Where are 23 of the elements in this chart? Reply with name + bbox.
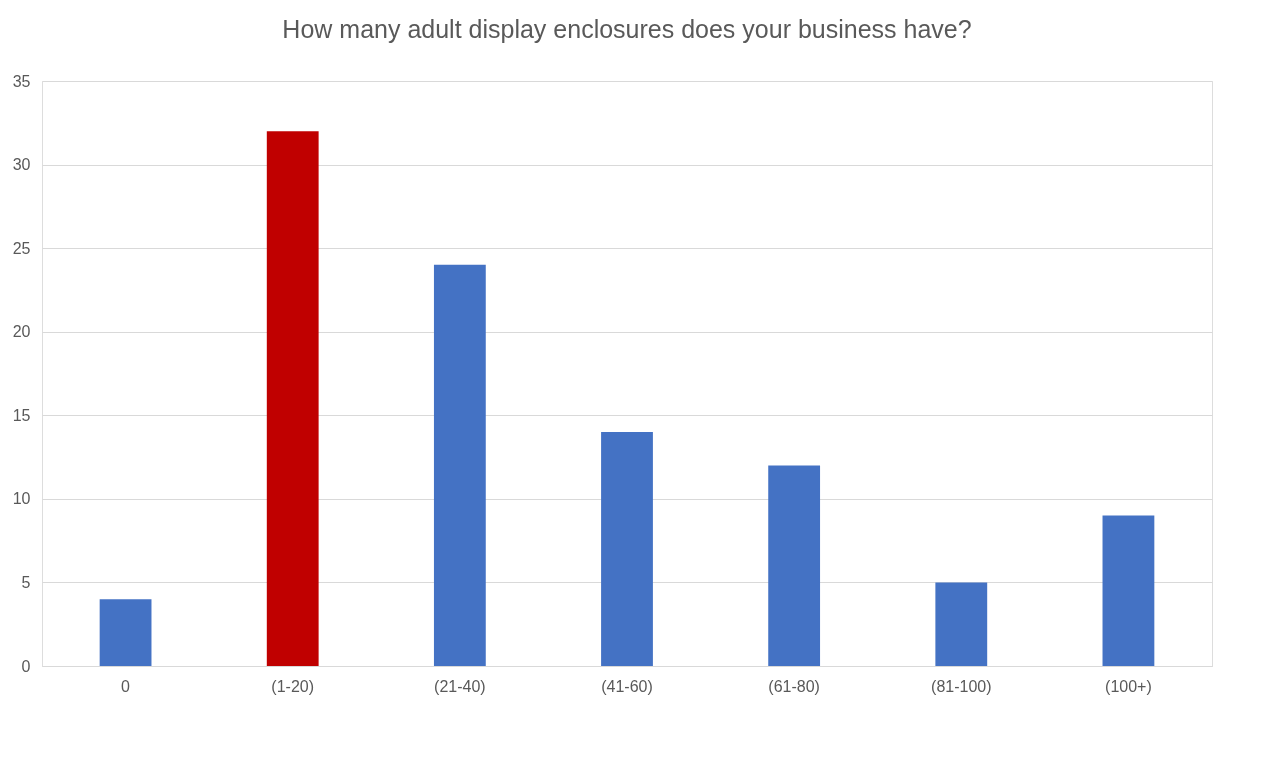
y-tick-label: 20	[12, 323, 31, 341]
chart-title: How many adult display enclosures does your business have?	[282, 15, 972, 43]
x-tick-label: (81-100)	[931, 677, 992, 695]
y-tick-label: 0	[21, 657, 31, 675]
x-tick-label: 0	[121, 677, 131, 695]
y-tick-label: 30	[12, 156, 31, 174]
x-tick-label: (41-60)	[601, 677, 653, 695]
bar	[1102, 515, 1155, 666]
bar	[433, 264, 486, 666]
bar	[768, 465, 821, 666]
y-tick-label: 25	[12, 239, 31, 257]
bar	[99, 599, 152, 666]
x-tick-label: (21-40)	[434, 677, 486, 695]
x-tick-label: (61-80)	[768, 677, 820, 695]
y-tick-label: 35	[12, 72, 31, 90]
bar	[601, 432, 653, 666]
y-tick-label: 15	[12, 406, 31, 424]
y-tick-label: 10	[12, 490, 31, 508]
y-tick-label: 5	[21, 573, 31, 591]
bar	[935, 582, 988, 666]
x-tick-label: (1-20)	[271, 677, 315, 695]
x-tick-label: (100+)	[1105, 677, 1152, 695]
bar	[266, 131, 319, 666]
